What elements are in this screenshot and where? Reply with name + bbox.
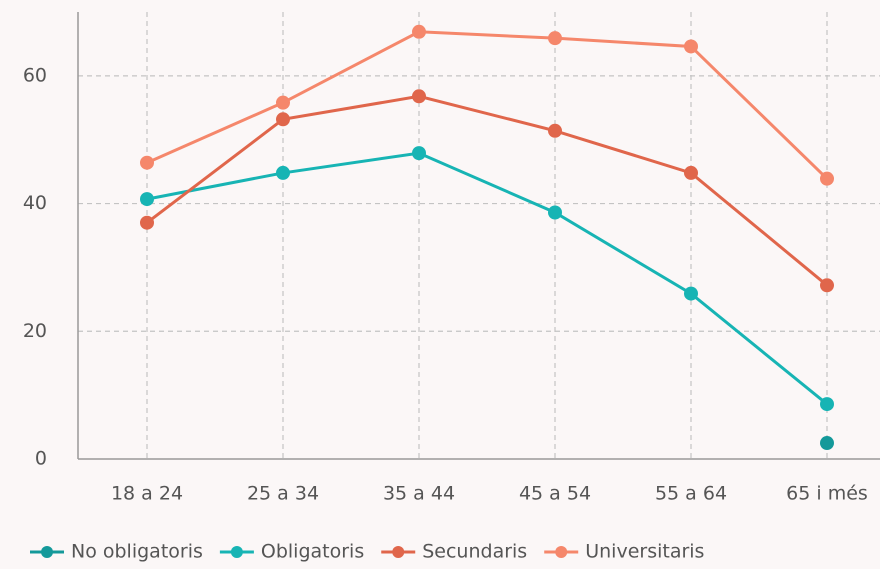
legend-marker	[230, 546, 243, 558]
y-tick-label: 60	[23, 64, 47, 86]
series-line	[146, 151, 828, 406]
x-tick-label: 18 a 24	[111, 483, 183, 505]
x-tick-label: 55 a 64	[655, 483, 727, 505]
legend-marker	[555, 546, 568, 558]
legend-item: Secundaris	[381, 541, 527, 563]
data-point	[820, 171, 834, 186]
data-point	[684, 286, 698, 301]
data-point	[140, 155, 154, 170]
legend-label: No obligatoris	[71, 541, 203, 563]
legend-marker	[392, 546, 405, 558]
data-point	[820, 397, 834, 412]
legend-item: Obligatoris	[219, 541, 364, 563]
series-line	[146, 94, 828, 287]
y-tick-label: 40	[23, 192, 47, 214]
data-point	[412, 146, 426, 161]
y-tick-label: 20	[23, 320, 47, 342]
data-point	[820, 436, 834, 451]
data-point	[140, 215, 154, 230]
data-point	[684, 165, 698, 180]
y-tick-label: 0	[35, 448, 47, 470]
data-point	[684, 39, 698, 54]
x-tick-label: 25 a 34	[247, 483, 319, 505]
legend-label: Universitaris	[585, 541, 704, 563]
legend-marker	[41, 546, 53, 558]
data-point	[548, 123, 562, 138]
data-point	[548, 31, 562, 46]
data-point	[276, 165, 290, 180]
x-tick-label: 35 a 44	[383, 483, 455, 505]
data-point	[820, 278, 834, 293]
x-tick-label: 65 i més	[786, 483, 868, 505]
legend-item: No obligatoris	[30, 541, 203, 563]
legend-label: Secundaris	[422, 541, 527, 563]
data-point	[548, 205, 562, 220]
data-point	[276, 112, 290, 127]
data-point	[276, 95, 290, 110]
data-point	[412, 89, 426, 104]
data-point	[140, 192, 154, 207]
x-tick-label: 45 a 54	[519, 483, 591, 505]
legend-item: Universitaris	[544, 541, 704, 563]
legend-label: Obligatoris	[261, 541, 364, 563]
data-point	[412, 24, 426, 39]
series-line	[146, 30, 829, 180]
